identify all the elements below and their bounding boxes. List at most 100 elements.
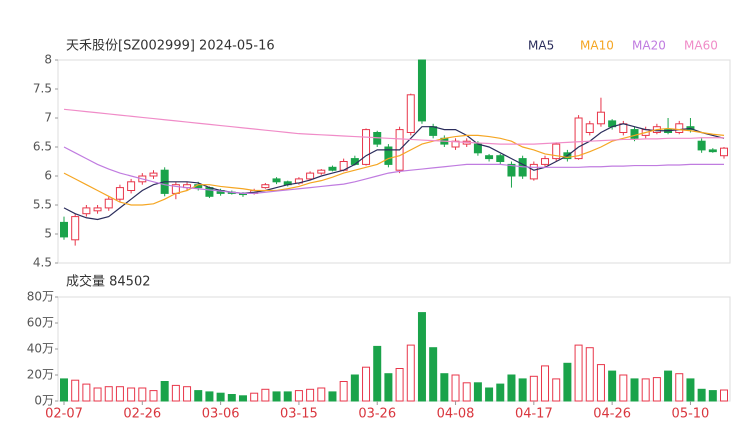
volume-bar bbox=[641, 378, 650, 402]
volume-bar bbox=[485, 387, 494, 402]
candle-body bbox=[205, 187, 214, 197]
volume-bar bbox=[585, 347, 594, 402]
x-tick-label: 04-17 bbox=[515, 407, 553, 422]
volume-bar bbox=[429, 347, 438, 402]
volume-bar bbox=[529, 375, 538, 402]
volume-bar bbox=[697, 388, 706, 402]
volume-bar bbox=[272, 391, 281, 402]
y-tick-label: 80万 bbox=[27, 290, 54, 304]
volume-bar bbox=[596, 364, 605, 402]
x-tick-label: 02-07 bbox=[45, 407, 83, 422]
candle-body bbox=[350, 158, 359, 165]
candle-body bbox=[675, 123, 684, 134]
volume-bar bbox=[541, 365, 550, 402]
volume-bar bbox=[104, 386, 113, 402]
candle-body bbox=[306, 172, 315, 180]
candle-body bbox=[115, 187, 124, 200]
volume-bar bbox=[574, 344, 583, 402]
volume-bar bbox=[720, 389, 728, 402]
volume-bar bbox=[171, 384, 180, 402]
volume-bar bbox=[473, 382, 482, 402]
y-tick-label: 5 bbox=[44, 227, 52, 241]
volume-bar bbox=[60, 378, 68, 402]
candle-body bbox=[541, 158, 550, 165]
ma-line bbox=[63, 127, 725, 206]
candle-body bbox=[71, 216, 80, 241]
y-tick-label: 6 bbox=[44, 169, 52, 183]
volume-bar bbox=[238, 395, 247, 402]
volume-bar bbox=[630, 378, 639, 402]
x-tick-label: 02-26 bbox=[123, 407, 161, 422]
candle-body bbox=[473, 143, 482, 154]
candle-body bbox=[328, 166, 337, 171]
candle-body bbox=[93, 207, 102, 212]
candle-body bbox=[104, 198, 113, 209]
candle-body bbox=[507, 163, 516, 177]
volume-bar bbox=[664, 370, 673, 402]
volume-bar bbox=[507, 374, 516, 402]
volume-title: 成交量 84502 bbox=[66, 274, 151, 290]
volume-bar bbox=[306, 388, 315, 402]
volume-bar bbox=[373, 345, 382, 402]
candle-body bbox=[552, 143, 561, 160]
volume-bar bbox=[93, 387, 102, 402]
volume-bar bbox=[675, 373, 684, 402]
x-tick-label: 03-26 bbox=[358, 407, 396, 422]
volume-bar bbox=[82, 383, 91, 402]
y-tick-label: 5.5 bbox=[33, 198, 52, 212]
volume-bar bbox=[563, 362, 572, 402]
candle-body bbox=[708, 149, 717, 153]
candle-body bbox=[317, 169, 326, 174]
volume-bar bbox=[149, 390, 158, 402]
volume-bar bbox=[283, 391, 292, 402]
candle-body bbox=[485, 155, 494, 160]
legend-label: MA60 bbox=[684, 39, 718, 53]
candle-body bbox=[149, 172, 158, 177]
ma-line bbox=[63, 108, 724, 145]
volume-bar bbox=[462, 382, 471, 402]
candle-body bbox=[574, 117, 583, 160]
candle-body bbox=[720, 147, 728, 157]
volume-bar bbox=[183, 386, 192, 402]
x-tick-label: 04-26 bbox=[593, 407, 631, 422]
volume-bar bbox=[294, 390, 303, 402]
y-tick-label: 20万 bbox=[27, 368, 54, 382]
volume-bar bbox=[160, 381, 169, 402]
y-tick-label: 4.5 bbox=[33, 256, 52, 270]
candle-body bbox=[82, 207, 91, 215]
volume-bar bbox=[608, 370, 617, 402]
volume-bar bbox=[451, 374, 460, 402]
volume-bar bbox=[350, 374, 359, 402]
volume-bar bbox=[205, 391, 214, 402]
volume-bar bbox=[194, 390, 203, 402]
candle-body bbox=[60, 221, 68, 238]
candle-body bbox=[127, 181, 136, 192]
volume-bar bbox=[71, 379, 80, 402]
legend-label: MA20 bbox=[632, 39, 666, 53]
candle-body bbox=[596, 111, 605, 125]
price-frame bbox=[57, 59, 731, 264]
volume-bar bbox=[216, 392, 225, 402]
volume-bar bbox=[339, 381, 348, 402]
chart-title: 天禾股份[SZ002999] 2024-05-16 bbox=[66, 39, 275, 54]
volume-bar bbox=[518, 378, 527, 402]
candle-body bbox=[619, 123, 628, 134]
volume-bar bbox=[708, 390, 717, 402]
x-tick-label: 04-08 bbox=[437, 407, 475, 422]
volume-bar bbox=[686, 378, 695, 402]
volume-bar bbox=[115, 386, 124, 402]
y-tick-label: 0万 bbox=[34, 394, 54, 408]
x-tick-label: 03-06 bbox=[202, 407, 240, 422]
candle-body bbox=[529, 163, 538, 180]
volume-bar bbox=[261, 388, 270, 402]
candle-body bbox=[585, 123, 594, 134]
candle-body bbox=[362, 129, 371, 165]
ma-line bbox=[63, 146, 724, 194]
volume-frame bbox=[57, 296, 731, 402]
legend-label: MA5 bbox=[528, 39, 554, 53]
volume-bar bbox=[384, 373, 393, 402]
candle-body bbox=[429, 126, 438, 136]
candle-body bbox=[630, 129, 639, 139]
y-tick-label: 6.5 bbox=[33, 140, 52, 154]
